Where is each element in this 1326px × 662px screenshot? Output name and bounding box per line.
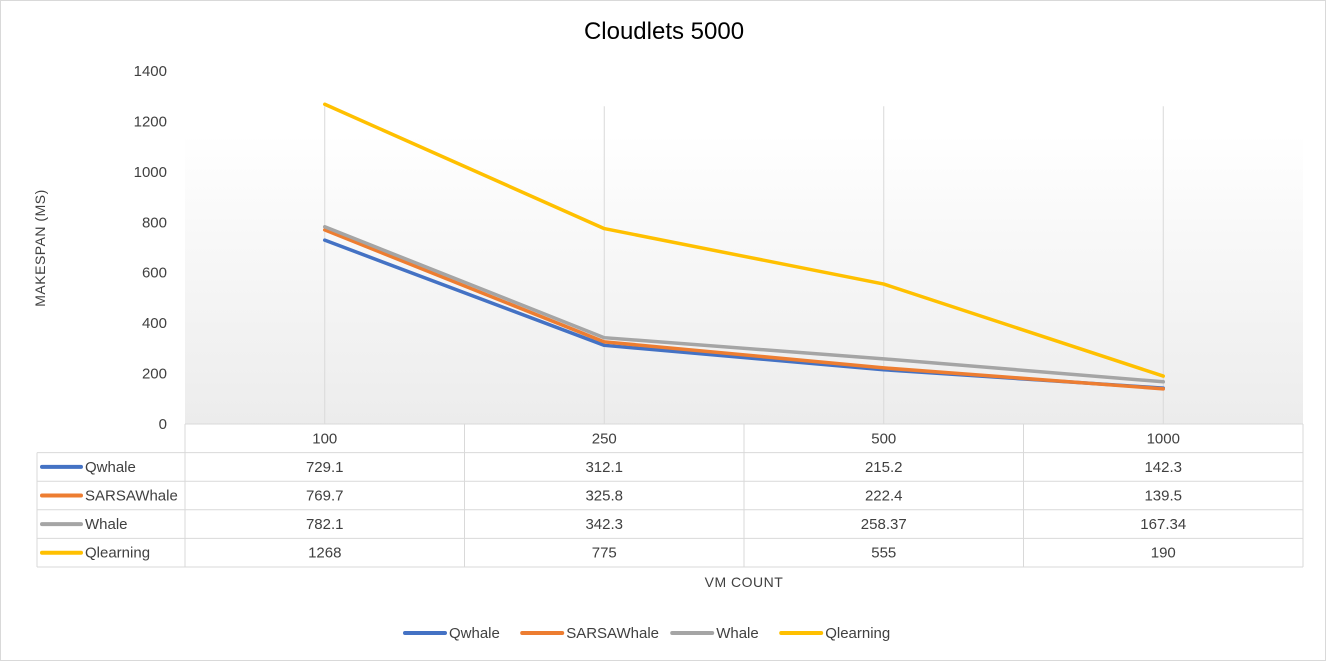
y-tick-label: 800 xyxy=(142,214,167,231)
table-series-name: Qwhale xyxy=(85,459,136,476)
table-cell: 325.8 xyxy=(585,488,623,505)
plot-background xyxy=(185,134,1303,425)
x-tick-label: 1000 xyxy=(1147,430,1180,447)
y-tick-label: 1400 xyxy=(134,63,167,80)
table-cell: 215.2 xyxy=(865,459,903,476)
table-series-name: SARSAWhale xyxy=(85,488,178,505)
table-cell: 782.1 xyxy=(306,516,344,533)
legend-label: SARSAWhale xyxy=(566,625,659,642)
table-cell: 342.3 xyxy=(585,516,623,533)
x-tick-label: 500 xyxy=(871,430,896,447)
table-cell: 167.34 xyxy=(1140,516,1186,533)
table-cell: 222.4 xyxy=(865,488,903,505)
chart-title: Cloudlets 5000 xyxy=(584,18,744,45)
legend-label: Qwhale xyxy=(449,625,500,642)
y-tick-label: 0 xyxy=(159,416,167,433)
legend: Qwhale SARSAWhale Whale Qlearning xyxy=(403,625,890,642)
table-series-name: Whale xyxy=(85,516,128,533)
legend-label: Qlearning xyxy=(825,625,890,642)
series-lines xyxy=(323,102,1165,391)
table-cell: 258.37 xyxy=(861,516,907,533)
y-tick-label: 200 xyxy=(142,366,167,383)
x-axis-title: VM COUNT xyxy=(705,574,784,590)
x-tick-label: 250 xyxy=(592,430,617,447)
table-cell: 190 xyxy=(1151,545,1176,562)
table-cell: 769.7 xyxy=(306,488,344,505)
table-series-name: Qlearning xyxy=(85,545,150,562)
series-line-qlearning xyxy=(323,102,1165,378)
table-cell: 775 xyxy=(592,545,617,562)
table-cell: 1268 xyxy=(308,545,341,562)
y-tick-label: 600 xyxy=(142,265,167,282)
series-line-sarsawhale xyxy=(323,228,1165,391)
series-line-whale xyxy=(323,225,1165,384)
data-table: 100 250 500 1000 Qwhale 729.1 312.1 215.2 142.3 S… xyxy=(36,423,1304,568)
legend-label: Whale xyxy=(716,625,759,642)
y-tick-label: 400 xyxy=(142,315,167,332)
y-tick-label: 1000 xyxy=(134,164,167,181)
table-cell: 729.1 xyxy=(306,459,344,476)
y-tick-label: 1200 xyxy=(134,113,167,130)
y-axis-ticks: 0 200 400 600 800 1000 1200 1400 xyxy=(134,63,167,433)
table-cell: 555 xyxy=(871,545,896,562)
y-axis-title: MAKESPAN (MS) xyxy=(32,189,48,306)
table-cell: 139.5 xyxy=(1144,488,1182,505)
table-cell: 312.1 xyxy=(585,459,623,476)
table-cell: 142.3 xyxy=(1144,459,1182,476)
x-tick-label: 100 xyxy=(312,430,337,447)
